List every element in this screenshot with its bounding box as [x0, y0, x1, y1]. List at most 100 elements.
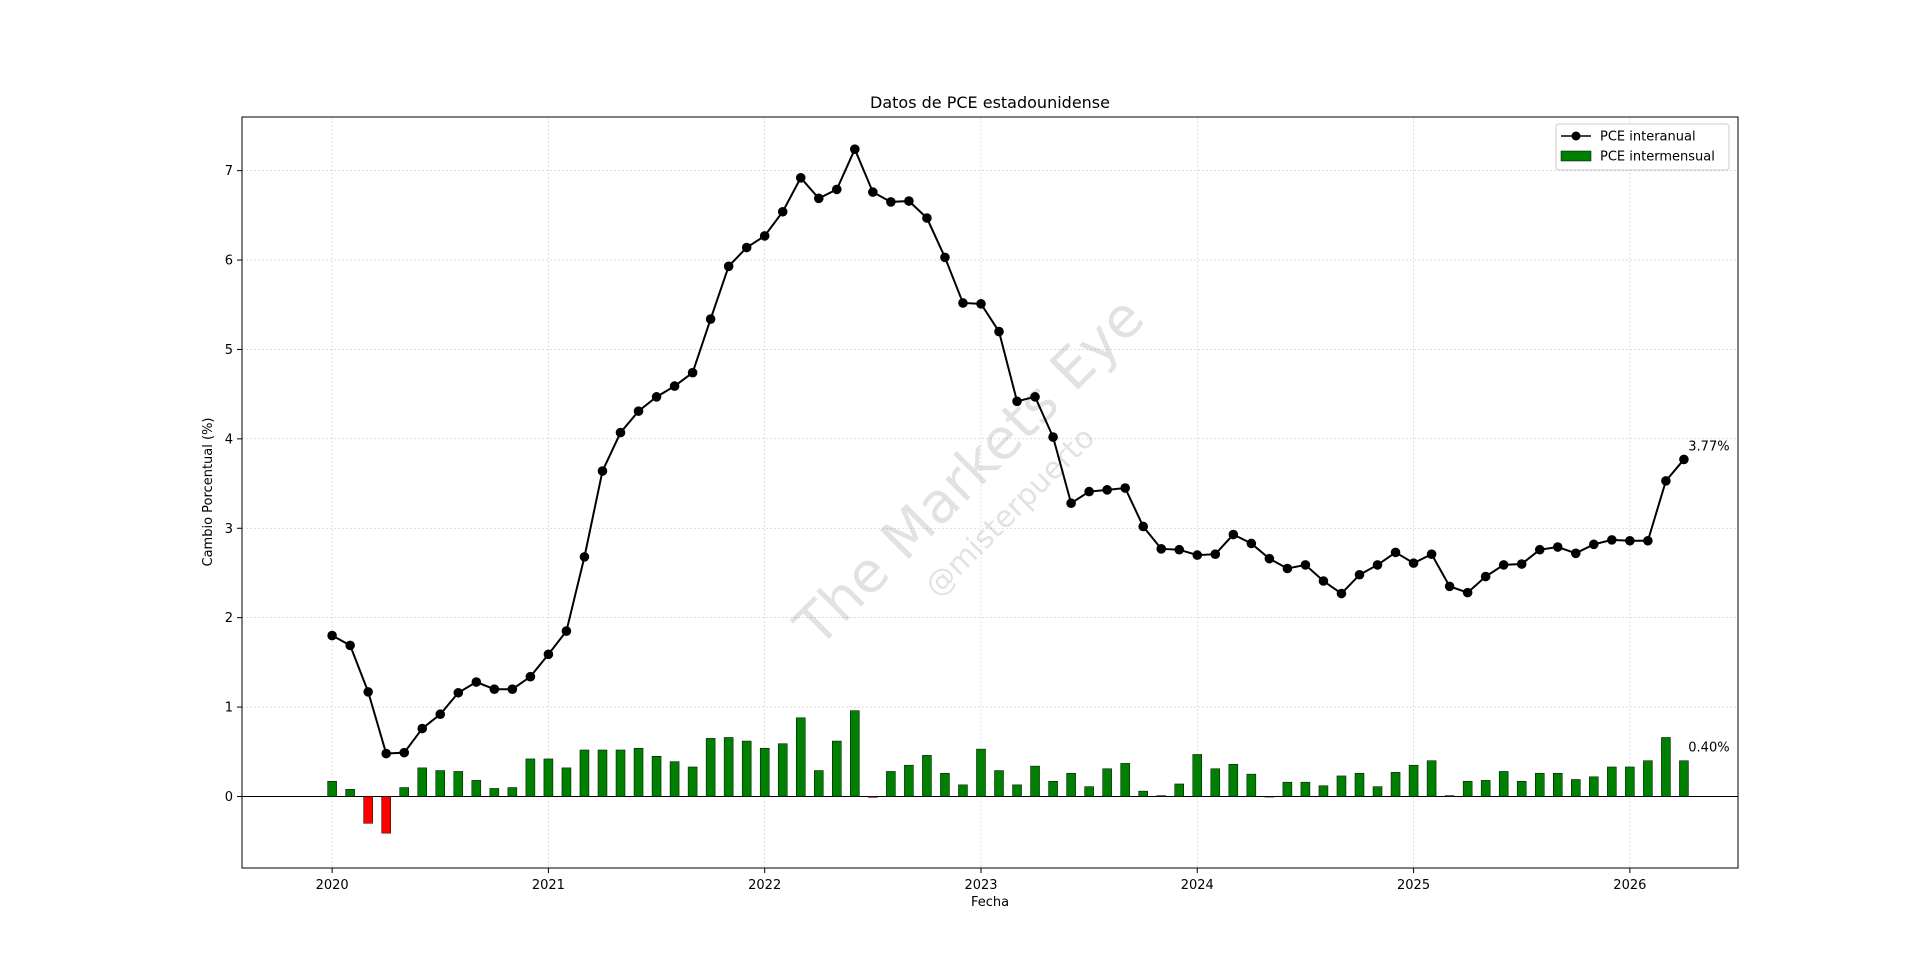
- line-point: [1679, 454, 1689, 465]
- bar: [1607, 766, 1617, 797]
- bar: [1030, 765, 1040, 797]
- bar: [579, 749, 590, 797]
- line-point: [904, 196, 914, 206]
- bar: [994, 770, 1004, 797]
- bar: [507, 787, 518, 797]
- bar: [705, 738, 716, 797]
- bar: [976, 748, 986, 797]
- bar: [1336, 775, 1347, 797]
- bar: [1516, 781, 1527, 797]
- y-tick-label: 2: [225, 611, 233, 626]
- bar: [471, 780, 482, 797]
- bar: [1571, 779, 1581, 797]
- bar: [327, 781, 337, 797]
- line-point: [795, 172, 806, 183]
- x-tick-label: 2021: [532, 878, 565, 893]
- line-point: [525, 671, 536, 682]
- line-point: [994, 326, 1004, 337]
- line-point: [363, 687, 373, 697]
- bar: [687, 766, 698, 797]
- line-point: [615, 427, 626, 438]
- y-tick-label: 6: [225, 254, 233, 269]
- line-point: [417, 723, 428, 734]
- bar: [832, 740, 842, 797]
- bar: [1084, 786, 1094, 797]
- bar: [741, 740, 752, 797]
- line-point: [453, 687, 464, 698]
- bar: [561, 767, 572, 797]
- line-point: [471, 677, 482, 687]
- line-point: [886, 197, 896, 207]
- y-axis-ticks: 0 1 2 3 4 5 6 7: [225, 164, 242, 805]
- annotation-label: 3.77%: [1688, 439, 1729, 454]
- line-point: [1426, 549, 1437, 559]
- annotations: 3.77% 0.40%: [1688, 439, 1729, 755]
- bar: [1589, 776, 1599, 797]
- line-point: [723, 261, 734, 272]
- line-point: [1498, 560, 1509, 570]
- line-point: [1264, 553, 1275, 564]
- line-point: [1210, 549, 1221, 559]
- y-tick-label: 1: [225, 701, 233, 716]
- bar: [1228, 764, 1239, 797]
- line-point: [1102, 485, 1112, 495]
- line-point: [327, 630, 337, 641]
- bar: [651, 755, 662, 797]
- bar: [525, 758, 536, 797]
- line-point: [1516, 559, 1527, 569]
- bar: [958, 784, 968, 797]
- line-point: [1084, 486, 1094, 497]
- bar: [1066, 772, 1076, 797]
- bar: [1102, 768, 1112, 797]
- x-axis-label: Fecha: [971, 895, 1009, 910]
- bar: [795, 717, 806, 797]
- line-point: [1625, 535, 1635, 546]
- line-point: [507, 684, 518, 694]
- line-point: [597, 466, 608, 476]
- bar: [1264, 796, 1275, 798]
- bar: [363, 796, 373, 824]
- annotation-label: 0.40%: [1688, 741, 1729, 756]
- bar: [1462, 781, 1473, 797]
- line-point: [669, 381, 680, 391]
- bar: [1408, 764, 1419, 797]
- grid-lines: [242, 117, 1738, 868]
- line-point: [633, 406, 644, 416]
- x-tick-label: 2025: [1397, 878, 1430, 893]
- line-point: [543, 649, 554, 660]
- watermark-main-text: The Markets Eye: [782, 285, 1157, 660]
- bar: [1390, 772, 1401, 797]
- y-axis-label: Cambio Porcentual (%): [201, 418, 216, 567]
- bar: [723, 737, 734, 797]
- y-tick-label: 0: [225, 790, 233, 805]
- line-point: [687, 367, 698, 378]
- bar: [543, 758, 554, 797]
- bar: [615, 749, 626, 797]
- line-point: [1300, 560, 1311, 570]
- line-point: [1120, 483, 1130, 493]
- y-tick-label: 5: [225, 343, 233, 358]
- line-point: [1570, 548, 1581, 559]
- bar: [417, 767, 427, 797]
- bar: [345, 789, 355, 797]
- line-point: [1354, 569, 1365, 580]
- line-point: [741, 242, 752, 253]
- line-point: [1661, 476, 1671, 486]
- y-tick-label: 4: [225, 432, 233, 447]
- line-point: [705, 314, 716, 324]
- bar: [597, 749, 608, 797]
- bar: [868, 796, 878, 798]
- line-point: [1607, 535, 1617, 545]
- legend-bar-swatch: [1560, 150, 1592, 162]
- line-point: [1012, 396, 1022, 407]
- x-tick-label: 2024: [1181, 878, 1214, 893]
- line-point: [1390, 547, 1401, 558]
- x-tick-label: 2023: [964, 878, 997, 893]
- line-point: [399, 747, 410, 758]
- line-point: [1048, 432, 1058, 442]
- line-point: [651, 392, 662, 402]
- line-point: [1282, 563, 1293, 574]
- line-point: [759, 231, 770, 241]
- line-point: [489, 684, 500, 694]
- bar: [1444, 795, 1455, 797]
